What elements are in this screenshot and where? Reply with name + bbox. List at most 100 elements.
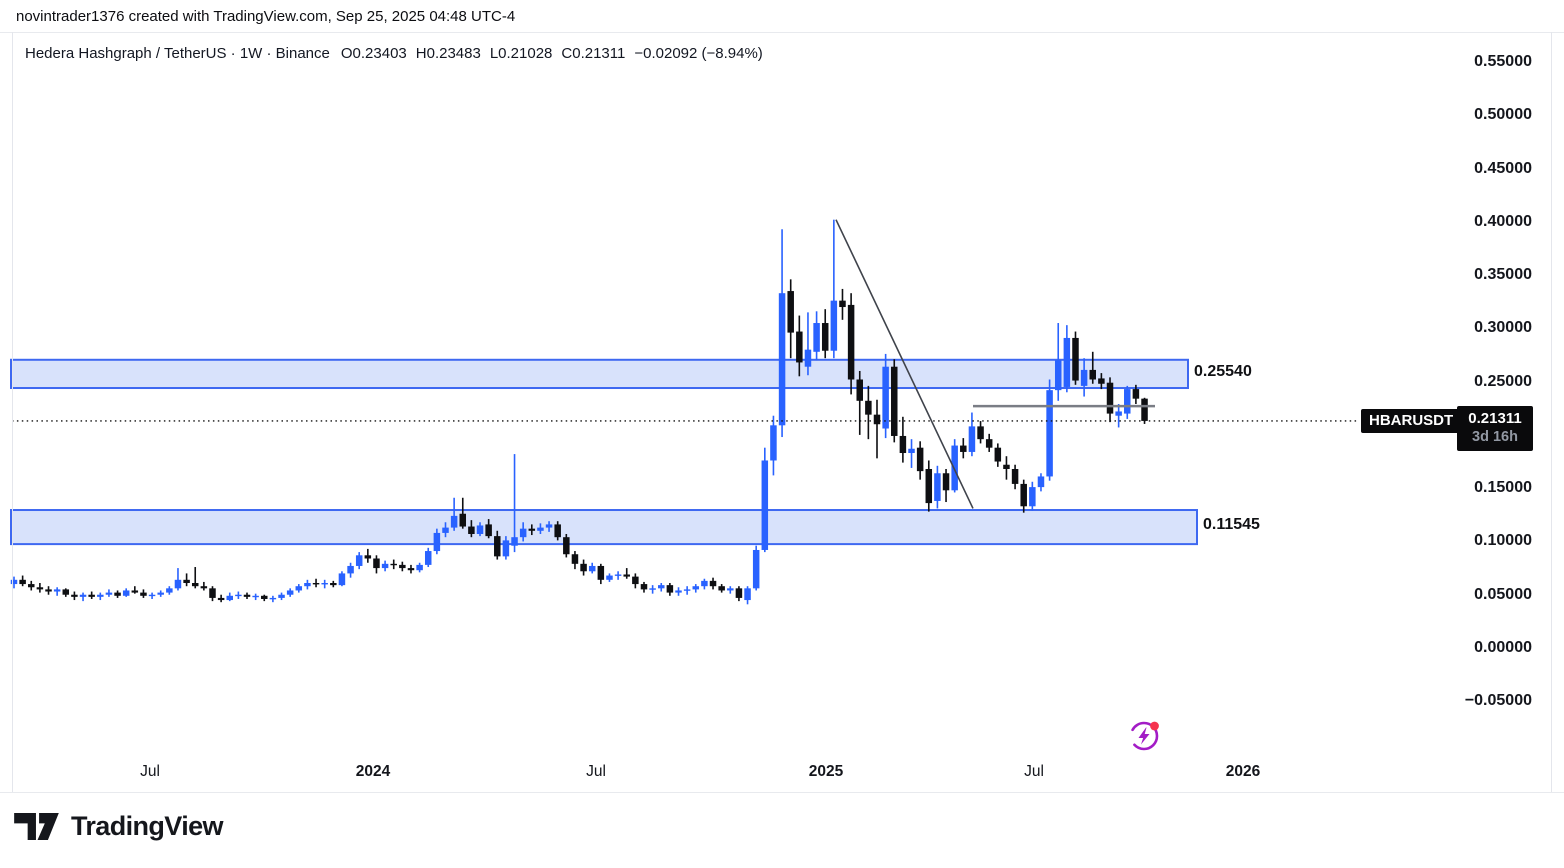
candle-body — [390, 563, 397, 566]
price-axis-label: −0.05000 — [1464, 692, 1532, 710]
candle-body — [1106, 382, 1114, 414]
time-axis-label: Jul — [586, 763, 606, 780]
candle-body — [459, 513, 467, 527]
price-axis-label: 0.40000 — [1474, 212, 1532, 230]
candle-body — [226, 595, 233, 601]
candle-body — [554, 524, 561, 538]
candle-body — [1089, 369, 1096, 380]
candle-body — [321, 583, 328, 585]
candle-body — [666, 585, 674, 593]
candle-body — [200, 586, 208, 589]
candle-wick — [177, 568, 179, 591]
candle-body — [209, 588, 216, 598]
candle-body — [416, 564, 423, 571]
tradingview-logo-text: TradingView — [71, 811, 224, 841]
time-axis-label: 2025 — [808, 763, 844, 780]
symbol-info[interactable]: Hedera Hashgraph / TetherUS · 1W · Binan… — [25, 45, 763, 62]
tradingview-logo[interactable]: TradingView — [14, 811, 224, 842]
candle-wick — [461, 497, 464, 529]
candle-body — [580, 563, 587, 572]
timeaxis-divider — [0, 792, 1564, 793]
candle-body — [865, 400, 872, 415]
symbol-title[interactable]: Hedera Hashgraph / TetherUS · 1W · Binan… — [25, 45, 330, 62]
candle-body — [511, 537, 518, 546]
candle-body — [269, 597, 277, 600]
price-axis-label: 0.50000 — [1474, 106, 1532, 124]
candle-body — [787, 291, 794, 333]
candle-body — [640, 584, 648, 590]
candle-body — [623, 574, 630, 577]
candle-body — [28, 584, 35, 588]
candle-body — [891, 366, 898, 436]
candle-body — [597, 565, 605, 580]
demand-zone-price-label: 0.11545 — [1203, 516, 1260, 534]
price-change: −0.02092 (−8.94%) — [634, 45, 763, 62]
candle-body — [882, 366, 889, 429]
candle-body — [735, 588, 743, 598]
candle-wick — [513, 454, 516, 553]
flash-ideas-icon[interactable] — [1125, 715, 1165, 755]
candle-body — [304, 583, 311, 587]
candle-body — [1115, 411, 1122, 416]
attribution-text: novintrader1376 created with TradingView… — [16, 8, 516, 25]
candle-body — [79, 594, 87, 597]
time-axis-label: Jul — [1024, 763, 1044, 780]
candle-body — [62, 589, 70, 595]
candle-body — [235, 594, 242, 597]
candle-body — [632, 576, 639, 585]
candle-body — [166, 588, 173, 593]
candle-body — [252, 595, 259, 598]
candle-body — [330, 583, 337, 586]
price-axis-label: 0.45000 — [1474, 159, 1532, 177]
candle-wick — [1091, 351, 1094, 384]
bar-countdown: 3d 16h — [1472, 428, 1518, 445]
candle-body — [614, 574, 622, 576]
candle-body — [53, 589, 61, 592]
candle-body — [537, 527, 544, 531]
candle-body — [1046, 390, 1053, 477]
candle-wick — [833, 219, 835, 359]
candle-body — [105, 592, 113, 595]
candle-body — [114, 592, 121, 596]
candle-body — [286, 590, 294, 595]
last-price-value: 0.21311 — [1468, 409, 1522, 427]
lightning-bolt-icon — [1138, 727, 1150, 745]
descending-trendline — [835, 219, 974, 509]
time-axis-label: 2026 — [1225, 763, 1261, 780]
candle-body — [830, 300, 838, 351]
candle-body — [1124, 389, 1131, 414]
candle-body — [1072, 337, 1079, 381]
ohlc-close: C0.21311 — [561, 45, 626, 62]
candle-body — [312, 583, 320, 585]
candle-body — [847, 304, 855, 380]
candle-body — [960, 445, 967, 452]
candle-body — [1054, 360, 1062, 391]
candle-body — [1141, 398, 1148, 421]
candle-body — [278, 594, 285, 598]
candle-body — [364, 555, 372, 559]
candle-body — [97, 594, 104, 597]
candle-body — [856, 379, 863, 401]
candle-wick — [453, 497, 455, 531]
candle-body — [804, 349, 812, 367]
candle-wick — [876, 399, 878, 459]
candle-body — [45, 589, 52, 592]
candle-body — [217, 597, 225, 601]
panel-left-border — [12, 32, 13, 793]
candle-body — [131, 590, 139, 593]
candle-body — [813, 323, 820, 352]
candle-body — [468, 526, 475, 534]
candle-body — [796, 331, 803, 363]
candle-body — [148, 594, 156, 597]
candle-body — [528, 528, 536, 531]
candle-wick — [625, 568, 628, 579]
candle-body — [424, 551, 432, 565]
candle-body — [994, 447, 1002, 462]
candle-body — [675, 590, 682, 593]
candle-body — [545, 524, 553, 528]
time-axis-label: 2024 — [355, 763, 391, 780]
candle-body — [355, 555, 363, 566]
candle-body — [1020, 483, 1027, 507]
